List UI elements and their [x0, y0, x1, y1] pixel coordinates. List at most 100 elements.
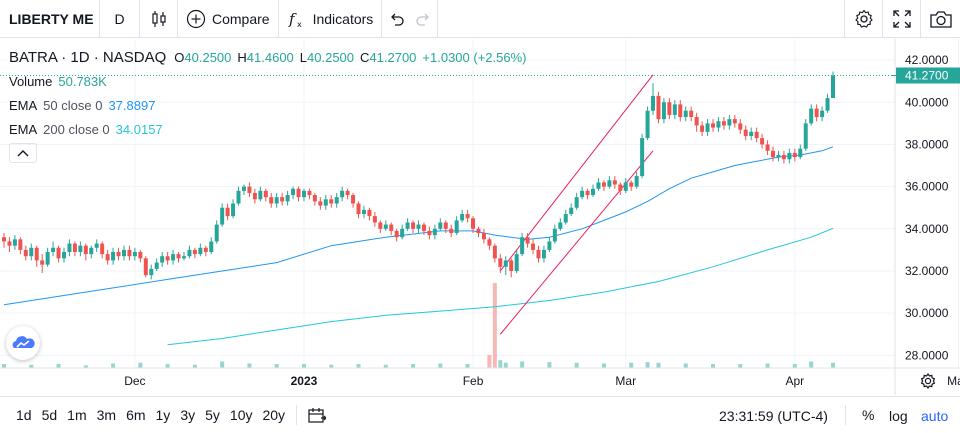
- candle-body: [514, 254, 519, 271]
- goto-date-button[interactable]: [303, 397, 331, 433]
- candle-body: [367, 209, 372, 217]
- candle-body: [171, 254, 176, 261]
- candle-body: [476, 228, 481, 234]
- y-tick-label: 30.0000: [905, 306, 949, 320]
- candlestick-series: [2, 71, 835, 280]
- chart-type-button[interactable]: [140, 0, 178, 38]
- volume-bar: [601, 363, 606, 368]
- fullscreen-icon: [892, 10, 911, 28]
- candle-body: [318, 201, 323, 206]
- volume-bar: [83, 365, 88, 368]
- time-axis: Dec2023FebMarAprMayJun21: [124, 374, 960, 388]
- undo-button[interactable]: [382, 0, 410, 38]
- candle-body: [361, 209, 366, 215]
- fullscreen-button[interactable]: [882, 0, 920, 38]
- candle-body: [203, 247, 208, 253]
- candle-body: [716, 121, 721, 128]
- range-3y[interactable]: 3y: [180, 407, 196, 423]
- ema50-params: 50 close 0: [43, 97, 103, 113]
- axis-settings-button[interactable]: [920, 372, 936, 390]
- candle-body: [263, 190, 268, 198]
- candle-body: [372, 216, 377, 223]
- candle-body: [231, 203, 236, 217]
- candle-body: [498, 258, 503, 267]
- x-tick-label: 2023: [291, 374, 318, 388]
- candle-body: [89, 247, 94, 255]
- gear-icon: [854, 9, 873, 28]
- candle-body: [661, 102, 666, 120]
- open-key: O: [174, 49, 185, 65]
- candle-body: [541, 249, 546, 259]
- volume-bar: [165, 364, 170, 368]
- candle-body: [585, 190, 590, 196]
- x-tick-label: Dec: [124, 374, 145, 388]
- candle-body: [792, 152, 797, 158]
- candle-body: [67, 243, 72, 253]
- candle-body: [252, 192, 257, 200]
- legend-collapse-button[interactable]: [9, 143, 37, 163]
- redo-button[interactable]: [410, 0, 439, 38]
- candle-body: [634, 176, 639, 187]
- candle-body: [176, 254, 181, 259]
- volume-row[interactable]: Volume 50.783K: [9, 69, 532, 93]
- candle-body: [454, 220, 459, 234]
- range-6m[interactable]: 6m: [126, 407, 146, 423]
- ema200-row[interactable]: EMA 200 close 0 34.0157: [9, 117, 532, 141]
- volume-bar: [301, 364, 306, 368]
- percent-toggle[interactable]: %: [845, 405, 874, 425]
- tradingview-logo[interactable]: [6, 326, 40, 360]
- candle-body: [831, 75, 835, 99]
- range-10y[interactable]: 10y: [229, 407, 253, 423]
- log-toggle[interactable]: log: [889, 407, 908, 424]
- candle-body: [569, 207, 574, 215]
- ema50-label: EMA: [9, 97, 38, 113]
- range-3m[interactable]: 3m: [96, 407, 117, 423]
- compare-label: Compare: [212, 10, 270, 27]
- candle-body: [738, 123, 743, 130]
- volume-bar: [411, 364, 416, 368]
- change-value: +1.0300 (+2.56%): [422, 49, 527, 65]
- cloud-logo-icon: [12, 336, 35, 348]
- candles-icon: [151, 10, 166, 27]
- candle-body: [574, 197, 579, 208]
- candle-body: [825, 98, 830, 111]
- range-20y[interactable]: 20y: [262, 407, 286, 423]
- y-tick-label: 28.0000: [905, 348, 949, 362]
- range-5d[interactable]: 5d: [41, 407, 58, 423]
- volume-bar: [274, 364, 279, 368]
- settings-button[interactable]: [844, 0, 882, 38]
- volume-bar: [383, 364, 388, 368]
- compare-button[interactable]: Compare: [178, 0, 279, 38]
- candle-body: [432, 228, 437, 236]
- interval-selector[interactable]: D: [100, 0, 140, 38]
- volume-bar: [329, 364, 334, 368]
- y-tick-label: 38.0000: [905, 137, 949, 151]
- svg-text:f: f: [288, 10, 297, 28]
- candle-body: [18, 239, 23, 250]
- ema200-value: 34.0157: [115, 121, 163, 137]
- volume-bar: [192, 364, 197, 368]
- price-chart[interactable]: 42.0000 40.0000 38.0000 36.0000 34.0000 32.00…: [0, 39, 960, 395]
- range-1m[interactable]: 1m: [67, 407, 87, 423]
- range-5y[interactable]: 5y: [205, 407, 220, 423]
- volume-bar: [247, 363, 252, 368]
- plus-circle-icon: [186, 9, 206, 28]
- candle-body: [198, 247, 203, 255]
- auto-toggle[interactable]: auto: [921, 407, 949, 424]
- candle-body: [220, 207, 225, 225]
- snapshot-button[interactable]: [920, 0, 960, 38]
- close-key: C: [360, 49, 370, 65]
- chart-area[interactable]: 42.0000 40.0000 38.0000 36.0000 34.0000 32.00…: [0, 39, 960, 395]
- candle-body: [143, 258, 148, 276]
- volume-bar: [656, 362, 661, 368]
- candle-body: [345, 190, 350, 196]
- ema50-row[interactable]: EMA 50 close 0 37.8897: [9, 93, 532, 117]
- symbol-search[interactable]: LIBERTY ME: [0, 0, 100, 38]
- candle-body: [312, 195, 317, 202]
- candle-body: [154, 262, 159, 269]
- range-1y[interactable]: 1y: [155, 407, 171, 423]
- range-1d[interactable]: 1d: [16, 407, 32, 423]
